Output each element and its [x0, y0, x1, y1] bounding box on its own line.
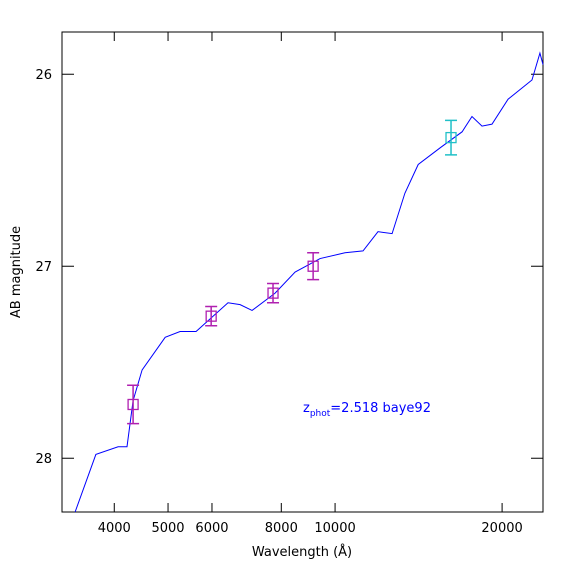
annotation-subscript: phot — [310, 409, 331, 419]
error-bar — [127, 384, 140, 425]
sed-line — [74, 51, 544, 513]
plot-frame — [61, 31, 544, 513]
annotation: zphot=2.518 baye92 — [303, 401, 431, 419]
photometry-point — [205, 310, 217, 322]
photometry-point — [445, 131, 457, 144]
photometry-point — [127, 398, 139, 411]
photometry-point — [307, 260, 319, 272]
annotation-text: =2.518 baye92 — [330, 401, 431, 416]
y-tick-label: 28 — [35, 452, 52, 467]
x-tick-label: 4000 — [98, 521, 131, 536]
annotation-main: z — [303, 401, 310, 416]
x-tick-label: 10000 — [314, 521, 355, 536]
error-bar — [267, 282, 280, 304]
x-tick-label: 20000 — [481, 521, 522, 536]
x-tick-label: 6000 — [195, 521, 228, 536]
error-bar — [307, 252, 320, 281]
y-tick-label: 27 — [35, 260, 52, 275]
x-tick-label: 5000 — [151, 521, 184, 536]
x-tick-label: 8000 — [265, 521, 298, 536]
error-bar — [445, 119, 458, 156]
x-axis-label: Wavelength (Å) — [252, 544, 352, 560]
y-tick-label: 26 — [35, 68, 52, 83]
y-axis-label: AB magnitude — [9, 226, 24, 318]
photometry-point — [267, 287, 279, 299]
error-bar — [205, 305, 218, 327]
